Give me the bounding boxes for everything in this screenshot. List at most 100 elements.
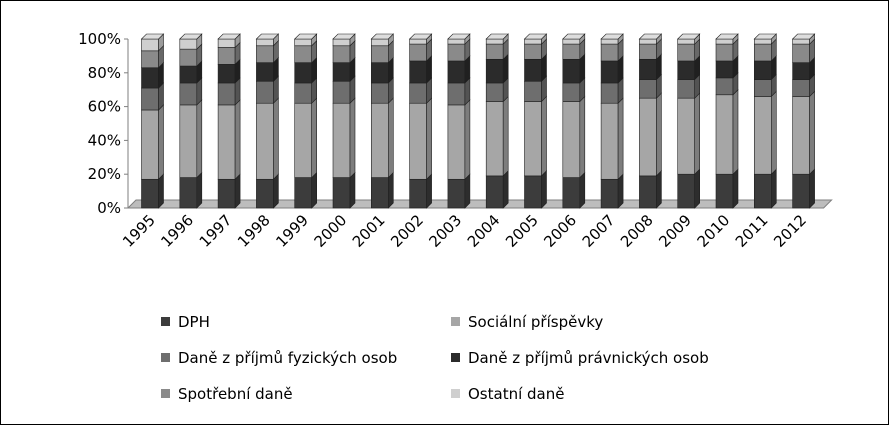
legend-item-ostatni-dane: Ostatní daně — [451, 383, 751, 404]
bar-stack-2012 — [791, 33, 816, 209]
bar-segment-side — [541, 95, 547, 177]
bar-segment — [485, 82, 504, 102]
bar-segment-side — [464, 99, 471, 180]
y-tick-label: 60% — [88, 98, 121, 116]
bar-segment — [141, 87, 159, 111]
bar-segment — [792, 173, 810, 209]
bar-segment-side — [770, 168, 777, 209]
bar-segment — [179, 48, 198, 67]
bar-segment — [370, 45, 389, 63]
bar-segment — [332, 80, 351, 104]
bar-segment-side — [617, 173, 624, 209]
bar-stack-2002 — [408, 33, 433, 209]
bar-segment — [524, 58, 542, 82]
bar-segment — [562, 58, 581, 84]
bar-segment — [715, 77, 734, 96]
bar-top — [600, 33, 624, 40]
bar-segment — [715, 94, 734, 175]
bar-segment — [217, 64, 236, 84]
bar-segment — [753, 173, 772, 209]
bar-top — [562, 33, 586, 40]
bar-top — [408, 33, 433, 40]
legend-swatch — [451, 389, 460, 398]
bar-top — [638, 33, 663, 40]
bar-segment — [485, 38, 504, 45]
bar-segment — [370, 62, 389, 84]
bar-segment — [370, 38, 389, 47]
x-tick-label: 1995 — [119, 211, 159, 251]
bar-segment — [677, 79, 696, 99]
bar-segment — [639, 97, 657, 177]
bar-segment — [562, 101, 581, 178]
bar-top — [447, 33, 471, 40]
bar-top — [676, 33, 701, 40]
bar-segment — [524, 38, 542, 45]
bar-segment — [179, 38, 198, 50]
bar-segment-side — [502, 170, 509, 209]
x-tick-label: 2003 — [425, 211, 465, 251]
bar-segment-side — [158, 104, 164, 180]
legend-label: Sociální příspěvky — [468, 312, 604, 331]
bar-segment — [370, 82, 389, 104]
bar-segment-side — [234, 173, 241, 209]
bar-segment — [141, 178, 159, 209]
y-tick-label: 40% — [88, 131, 121, 149]
bar-segment — [524, 175, 542, 209]
bar-segment — [409, 38, 427, 45]
bar-stack-2009 — [676, 33, 701, 209]
bar-segment — [256, 62, 274, 82]
bar-segment-side — [464, 173, 471, 209]
bar-segment — [715, 38, 734, 45]
bar-stack-2006 — [562, 33, 586, 209]
bar-top — [293, 33, 318, 40]
x-tick-label: 2006 — [540, 211, 580, 251]
bar-segment — [256, 178, 274, 209]
bar-top — [370, 33, 395, 40]
legend-swatch — [161, 353, 170, 362]
y-tick-label: 80% — [88, 64, 121, 82]
bar-segment — [485, 101, 504, 177]
bar-segment-side — [273, 173, 279, 209]
bar-segment — [447, 60, 466, 84]
bar-segment — [294, 45, 313, 63]
bar-top — [217, 33, 241, 40]
bar-segment-side — [158, 173, 164, 209]
bar-segment-side — [694, 168, 701, 209]
bar-segment — [294, 177, 313, 209]
bar-segment-side — [387, 97, 394, 179]
y-tick-label: 0% — [97, 199, 121, 217]
bar-segment — [639, 43, 657, 60]
bar-segment — [447, 43, 466, 62]
bar-stack-1997 — [217, 33, 241, 209]
bar-segment — [792, 79, 810, 97]
bar-segment — [217, 178, 236, 209]
bar-segment — [792, 62, 810, 80]
bar-segment — [753, 60, 772, 80]
bar-segment-side — [732, 89, 739, 175]
bar-segment — [677, 60, 696, 80]
bar-segment-side — [809, 90, 815, 175]
bar-segment — [600, 38, 619, 45]
bar-segment — [677, 43, 696, 62]
bar-segment — [332, 45, 351, 63]
bar-stack-2005 — [523, 33, 548, 209]
bar-top — [140, 33, 165, 40]
bar-segment — [792, 96, 810, 175]
bar-top — [179, 33, 203, 40]
bar-segment-side — [349, 171, 356, 209]
bar-segment-side — [387, 171, 394, 209]
bar-segment — [141, 67, 159, 89]
bar-top — [753, 33, 778, 40]
bar-segment-side — [809, 168, 815, 209]
bar-segment — [447, 104, 466, 180]
bar-stack-2004 — [485, 33, 509, 209]
bar-segment — [485, 43, 504, 60]
bar-segment — [256, 38, 274, 47]
x-tick-label: 2002 — [387, 211, 427, 251]
x-tick-label: 2007 — [579, 211, 619, 251]
bar-segment-side — [617, 97, 624, 180]
bar-segment-side — [196, 171, 203, 209]
bar-segment — [294, 102, 313, 178]
